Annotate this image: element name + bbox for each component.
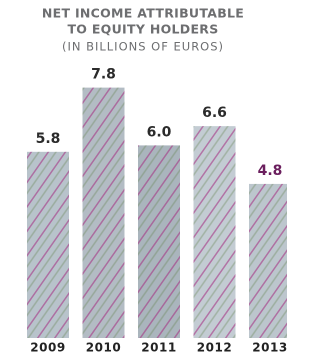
bar-texture [249, 184, 287, 338]
value-label: 5.8 [36, 131, 61, 147]
page: NET INCOME ATTRIBUTABLE TO EQUITY HOLDER… [0, 0, 320, 355]
bar-texture [138, 145, 180, 338]
chart-subtitle: (IN BILLIONS OF EUROS) [62, 40, 224, 54]
bar-texture [27, 152, 69, 338]
chart-title: NET INCOME ATTRIBUTABLE [42, 6, 244, 21]
bar-texture [194, 126, 236, 338]
value-label: 6.6 [202, 105, 227, 121]
chart: NET INCOME ATTRIBUTABLE TO EQUITY HOLDER… [0, 0, 287, 355]
value-label: 7.8 [91, 67, 116, 83]
x-tick-label: 2009 [30, 341, 65, 355]
bar-texture [83, 88, 125, 338]
x-tick-label: 2010 [86, 341, 121, 355]
x-tick-label: 2011 [141, 341, 176, 355]
x-tick-label: 2012 [197, 341, 232, 355]
chart-title: TO EQUITY HOLDERS [67, 22, 218, 37]
value-label: 4.8 [258, 163, 283, 179]
x-tick-label: 2013 [252, 341, 287, 355]
value-label: 6.0 [147, 124, 172, 140]
